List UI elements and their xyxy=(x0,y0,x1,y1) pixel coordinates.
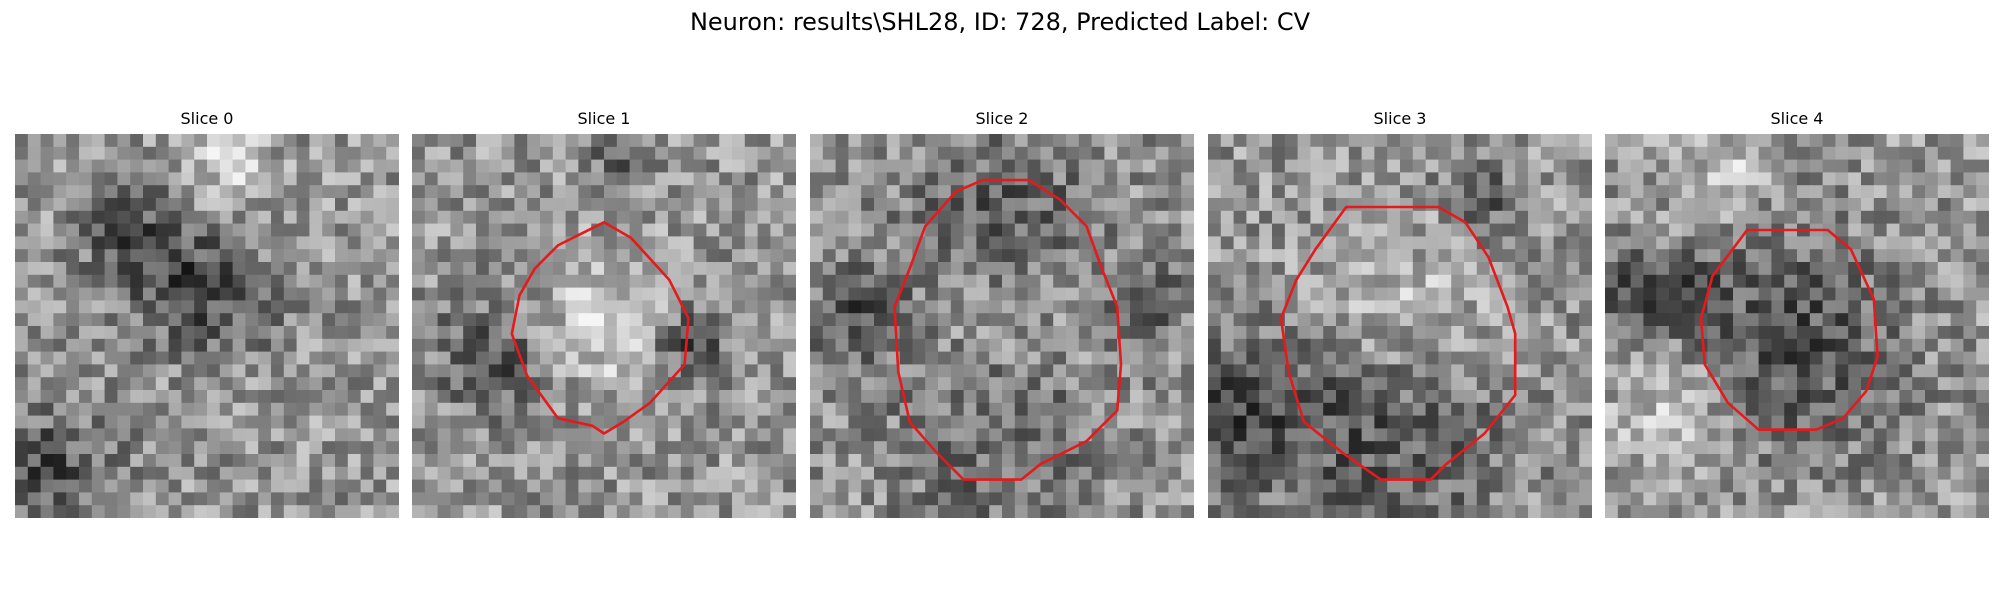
slice-image xyxy=(412,134,796,518)
slice-title: Slice 3 xyxy=(1373,109,1427,128)
segmentation-contour xyxy=(1279,205,1517,481)
segmentation-contour xyxy=(1699,228,1879,432)
slice-image xyxy=(1208,134,1592,518)
slice-panel-4: Slice 4 xyxy=(1605,108,1989,518)
slice-title: Slice 1 xyxy=(577,109,631,128)
figure-title: Neuron: results\SHL28, ID: 728, Predicte… xyxy=(689,8,1311,36)
slice-title: Slice 4 xyxy=(1770,109,1824,128)
slice-panel-1: Slice 1 xyxy=(412,108,796,518)
slice-panel-2: Slice 2 xyxy=(810,108,1194,518)
slice-title: Slice 2 xyxy=(975,109,1029,128)
slice-panel-3: Slice 3 xyxy=(1208,108,1592,518)
slice-image xyxy=(810,134,1194,518)
slice-title: Slice 0 xyxy=(180,109,234,128)
segmentation-contour xyxy=(893,178,1123,481)
slice-image xyxy=(15,134,399,518)
slice-panel-0: Slice 0 xyxy=(15,108,399,518)
slice-image xyxy=(1605,134,1989,518)
segmentation-contour xyxy=(510,221,690,435)
